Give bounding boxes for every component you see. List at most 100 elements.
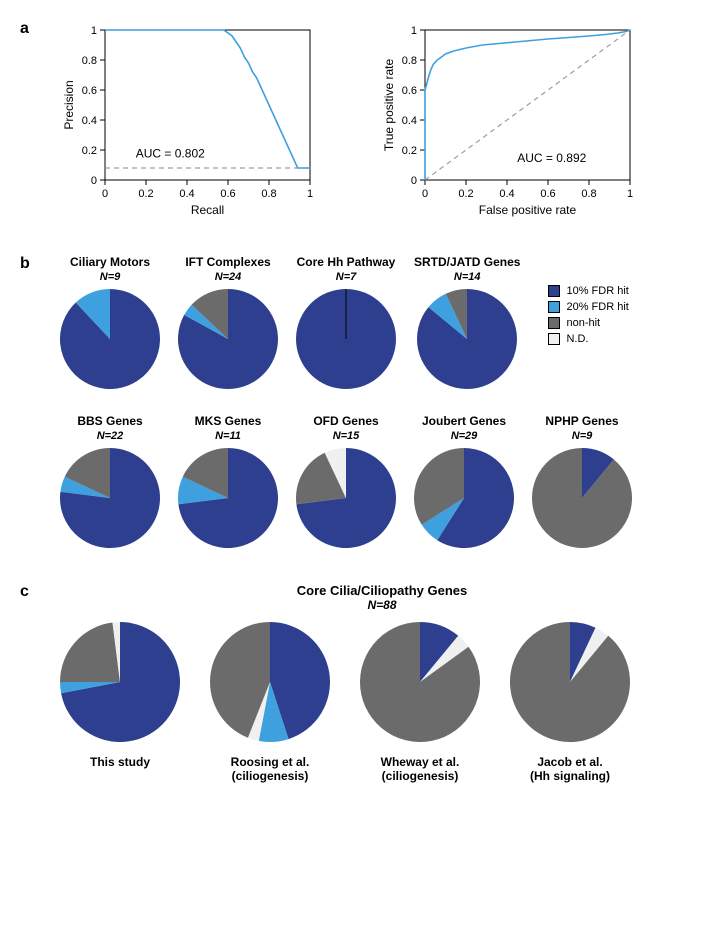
svg-text:0.6: 0.6	[220, 188, 235, 200]
legend-item: 10% FDR hit	[548, 285, 628, 297]
panel-a: a 000.20.20.40.40.60.60.80.811RecallPrec…	[20, 20, 704, 225]
legend-label: 10% FDR hit	[566, 285, 628, 297]
pie-caption: Jacob et al.(Hh signaling)	[510, 755, 630, 783]
panel-a-label: a	[20, 20, 29, 38]
svg-text:0.6: 0.6	[82, 85, 97, 97]
pie-item: Jacob et al.(Hh signaling)	[510, 622, 630, 783]
svg-text:AUC = 0.802: AUC = 0.802	[136, 147, 205, 161]
pie-caption: Wheway et al.(ciliogenesis)	[360, 755, 480, 783]
pie-chart	[532, 448, 632, 553]
svg-text:0: 0	[102, 188, 108, 200]
svg-text:1: 1	[627, 188, 633, 200]
pie-chart	[60, 289, 160, 394]
pie-title: NPHP Genes	[532, 414, 632, 428]
pie-n: N=14	[414, 271, 520, 283]
pie-caption: Roosing et al.(ciliogenesis)	[210, 755, 330, 783]
pie-item: Core Hh Pathway N=7	[296, 255, 396, 394]
pie-n: N=29	[414, 430, 514, 442]
pie-title: OFD Genes	[296, 414, 396, 428]
svg-text:0.8: 0.8	[402, 55, 417, 67]
svg-text:0.8: 0.8	[82, 55, 97, 67]
pie-chart	[360, 622, 480, 747]
panel-b-label: b	[20, 255, 30, 273]
svg-text:0: 0	[422, 188, 428, 200]
svg-text:0.4: 0.4	[402, 115, 417, 127]
pie-row-2: BBS Genes N=22 MKS Genes N=11 OFD Genes N=15 J…	[60, 414, 704, 553]
svg-text:0.8: 0.8	[261, 188, 276, 200]
pie-n: N=9	[60, 271, 160, 283]
panel-c-label: c	[20, 583, 29, 601]
pie-item: IFT Complexes N=24	[178, 255, 278, 394]
panel-b: b Ciliary Motors N=9 IFT Complexes N=24 Core…	[20, 255, 704, 553]
panel-c: c Core Cilia/Ciliopathy Genes N=88 This …	[20, 583, 704, 783]
svg-text:AUC = 0.892: AUC = 0.892	[517, 151, 586, 165]
pie-chart	[510, 622, 630, 747]
legend-label: non-hit	[566, 317, 600, 329]
svg-text:1: 1	[307, 188, 313, 200]
pie-row-1: Ciliary Motors N=9 IFT Complexes N=24 Core H…	[60, 255, 704, 394]
legend-swatch	[548, 301, 560, 313]
pie-title: BBS Genes	[60, 414, 160, 428]
legend-label: 20% FDR hit	[566, 301, 628, 313]
pie-title: MKS Genes	[178, 414, 278, 428]
pie-row-c: This study Roosing et al.(ciliogenesis) Wh…	[60, 622, 704, 783]
pie-chart	[178, 289, 278, 394]
pie-item: This study	[60, 622, 180, 769]
svg-text:0.2: 0.2	[402, 145, 417, 157]
svg-text:1: 1	[411, 25, 417, 37]
legend: 10% FDR hit 20% FDR hit non-hit N.D.	[548, 285, 628, 349]
pr-chart: 00 0.2 0.2 0.4 0.4 0.6 0.6 0.8 0.8 1 1 Recall Precis…	[60, 20, 320, 225]
roc-chart: 00 0.2 0.2 0.4 0.4 0.6 0.6 0.8 0.8 1 1 False positi…	[380, 20, 640, 225]
legend-label: N.D.	[566, 333, 588, 345]
pie-chart	[60, 448, 160, 553]
svg-text:False positive rate: False positive rate	[479, 203, 577, 217]
svg-text:0.4: 0.4	[82, 115, 97, 127]
pie-title: SRTD/JATD Genes	[414, 255, 520, 269]
pie-n: N=22	[60, 430, 160, 442]
svg-text:0.6: 0.6	[540, 188, 555, 200]
pie-item: SRTD/JATD Genes N=14	[414, 255, 520, 394]
pie-title: IFT Complexes	[178, 255, 278, 269]
svg-text:0.2: 0.2	[458, 188, 473, 200]
pie-item: Wheway et al.(ciliogenesis)	[360, 622, 480, 783]
pie-chart	[296, 289, 396, 394]
pie-chart	[178, 448, 278, 553]
pie-title: Ciliary Motors	[60, 255, 160, 269]
svg-text:0.4: 0.4	[499, 188, 514, 200]
legend-swatch	[548, 285, 560, 297]
svg-text:0.2: 0.2	[82, 145, 97, 157]
pie-item: NPHP Genes N=9	[532, 414, 632, 553]
svg-text:0: 0	[411, 175, 417, 187]
legend-item: 20% FDR hit	[548, 301, 628, 313]
legend-swatch	[548, 333, 560, 345]
pie-chart	[414, 448, 514, 553]
pie-n: N=15	[296, 430, 396, 442]
pie-title: Core Hh Pathway	[296, 255, 396, 269]
pie-item: OFD Genes N=15	[296, 414, 396, 553]
legend-item: non-hit	[548, 317, 628, 329]
svg-text:Precision: Precision	[62, 80, 76, 129]
pie-chart	[60, 622, 180, 747]
svg-text:0.4: 0.4	[179, 188, 194, 200]
svg-text:1: 1	[91, 25, 97, 37]
legend-item: N.D.	[548, 333, 628, 345]
svg-text:0.2: 0.2	[138, 188, 153, 200]
legend-swatch	[548, 317, 560, 329]
svg-text:True positive rate: True positive rate	[382, 59, 396, 152]
pie-n: N=24	[178, 271, 278, 283]
pie-n: N=7	[296, 271, 396, 283]
pie-item: BBS Genes N=22	[60, 414, 160, 553]
pie-chart	[296, 448, 396, 553]
pie-item: Ciliary Motors N=9	[60, 255, 160, 394]
pie-chart	[210, 622, 330, 747]
pie-item: Joubert GenesN=29	[414, 414, 514, 553]
svg-text:Recall: Recall	[191, 203, 224, 217]
svg-text:0.8: 0.8	[581, 188, 596, 200]
pie-item: Roosing et al.(ciliogenesis)	[210, 622, 330, 783]
svg-text:0: 0	[91, 175, 97, 187]
svg-text:0.6: 0.6	[402, 85, 417, 97]
panel-c-n: N=88	[60, 598, 704, 612]
pie-n: N=9	[532, 430, 632, 442]
panel-c-title: Core Cilia/Ciliopathy Genes	[60, 583, 704, 598]
pie-n: N=11	[178, 430, 278, 442]
